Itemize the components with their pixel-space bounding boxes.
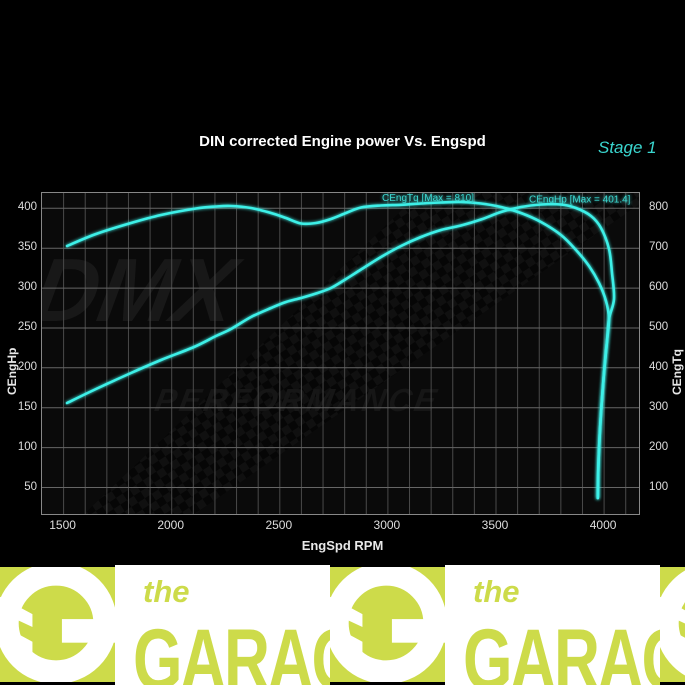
svg-text:CEngTq [Max = 810]: CEngTq [Max = 810] bbox=[382, 193, 474, 204]
